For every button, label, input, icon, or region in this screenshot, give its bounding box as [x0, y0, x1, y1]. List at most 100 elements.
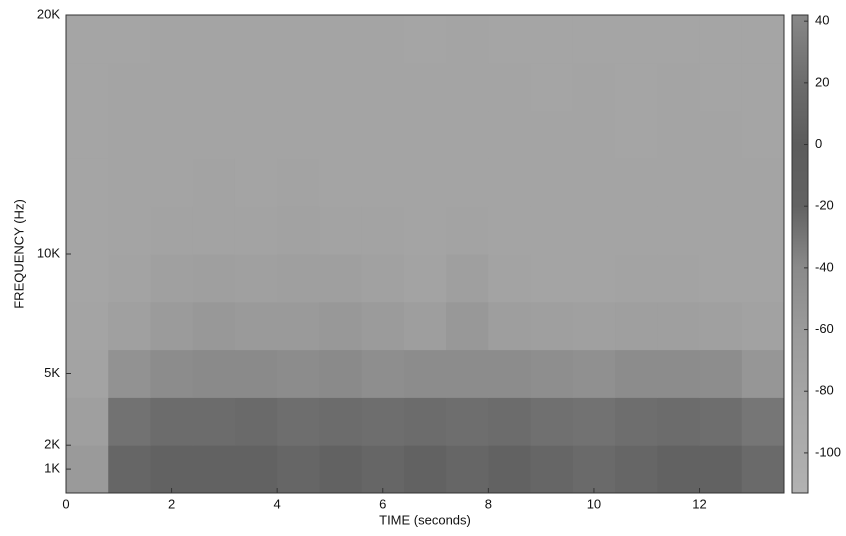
spectrogram-cell	[615, 206, 658, 255]
spectrogram-cell	[150, 62, 194, 112]
spectrogram-cell	[403, 15, 447, 64]
spectrogram-cell	[361, 206, 405, 255]
spectrogram-cell	[319, 110, 363, 159]
spectrogram-cell	[572, 349, 616, 398]
spectrogram-cell	[699, 206, 743, 255]
spectrogram-cell	[361, 349, 405, 398]
spectrogram-cell	[699, 301, 743, 351]
y-tick-label: 20K	[37, 6, 60, 21]
spectrogram-cell	[699, 158, 743, 207]
spectrogram-cell	[615, 254, 658, 303]
spectrogram-cell	[66, 301, 109, 351]
spectrogram-cell	[361, 110, 405, 159]
spectrogram-cell	[446, 301, 489, 351]
spectrogram-cell	[699, 15, 743, 64]
spectrogram-cell	[530, 15, 574, 64]
spectrogram-cell	[657, 301, 701, 351]
spectrogram-cell	[192, 397, 236, 446]
spectrogram-cell	[277, 301, 320, 351]
spectrogram-cell	[657, 445, 701, 494]
spectrogram-cell	[361, 445, 405, 494]
spectrogram-cell	[446, 206, 489, 255]
spectrogram-cell	[572, 254, 616, 303]
spectrogram-cell	[446, 349, 489, 398]
y-axis-label: FREQUENCY (Hz)	[11, 199, 26, 309]
spectrogram-cell	[361, 397, 405, 446]
spectrogram-cell	[446, 15, 489, 64]
spectrogram-cell	[741, 397, 785, 446]
spectrogram-cell	[150, 15, 194, 64]
spectrogram-cell	[741, 15, 785, 64]
spectrogram-cell	[446, 254, 489, 303]
spectrogram-cell	[741, 301, 785, 351]
spectrogram-cell	[234, 206, 278, 255]
spectrogram-cell	[150, 110, 194, 159]
y-tick-label: 5K	[44, 365, 60, 380]
spectrogram-cell	[234, 158, 278, 207]
spectrogram-cell	[530, 158, 574, 207]
spectrogram-cell	[572, 158, 616, 207]
spectrogram-cell	[741, 62, 785, 112]
spectrogram-cell	[150, 206, 194, 255]
spectrogram-cell	[319, 301, 363, 351]
x-tick-label: 6	[379, 496, 386, 511]
spectrogram-cell	[699, 349, 743, 398]
spectrogram-cell	[488, 397, 532, 446]
y-tick-label: 1K	[44, 461, 60, 476]
spectrogram-cell	[403, 349, 447, 398]
spectrogram-cell	[192, 445, 236, 494]
spectrogram-cell	[319, 445, 363, 494]
spectrogram-cell	[741, 158, 785, 207]
spectrogram-cell	[361, 62, 405, 112]
spectrogram-cell	[403, 158, 447, 207]
spectrogram-cell	[108, 254, 151, 303]
spectrogram-cell	[657, 206, 701, 255]
spectrogram-cell	[530, 397, 574, 446]
spectrogram-cell	[403, 397, 447, 446]
spectrogram-cell	[657, 110, 701, 159]
spectrogram-cell	[108, 349, 151, 398]
spectrogram-cell	[699, 445, 743, 494]
spectrogram-cell	[699, 110, 743, 159]
spectrogram-cell	[530, 110, 574, 159]
spectrogram-cell	[446, 158, 489, 207]
spectrogram-cell	[657, 62, 701, 112]
spectrogram	[66, 15, 785, 494]
spectrogram-cell	[615, 445, 658, 494]
spectrogram-cell	[319, 15, 363, 64]
spectrogram-cell	[361, 301, 405, 351]
spectrogram-cell	[150, 445, 194, 494]
spectrogram-cell	[615, 62, 658, 112]
spectrogram-cell	[615, 15, 658, 64]
spectrogram-cell	[699, 254, 743, 303]
spectrogram-cell	[234, 254, 278, 303]
colorbar-tick-label: 0	[815, 136, 822, 151]
spectrogram-cell	[488, 15, 532, 64]
spectrogram-cell	[66, 445, 109, 494]
spectrogram-cell	[361, 158, 405, 207]
colorbar	[791, 14, 809, 494]
spectrogram-cell	[108, 206, 151, 255]
spectrogram-cell	[530, 445, 574, 494]
spectrogram-cell	[741, 206, 785, 255]
spectrogram-cell	[657, 349, 701, 398]
spectrogram-cell	[403, 254, 447, 303]
spectrogram-cell	[234, 62, 278, 112]
spectrogram-cell	[108, 397, 151, 446]
spectrogram-cell	[403, 301, 447, 351]
spectrogram-cell	[277, 110, 320, 159]
spectrogram-cell	[66, 158, 109, 207]
spectrogram-cell	[741, 110, 785, 159]
spectrogram-cell	[488, 158, 532, 207]
spectrogram-cell	[234, 15, 278, 64]
x-tick-label: 4	[274, 496, 281, 511]
colorbar-tick-label: -60	[815, 321, 834, 336]
spectrogram-cell	[277, 349, 320, 398]
spectrogram-cell	[572, 301, 616, 351]
spectrogram-cell	[192, 301, 236, 351]
y-tick-label: 10K	[37, 245, 60, 260]
spectrogram-cell	[66, 397, 109, 446]
x-tick-label: 2	[168, 496, 175, 511]
spectrogram-cell	[234, 349, 278, 398]
